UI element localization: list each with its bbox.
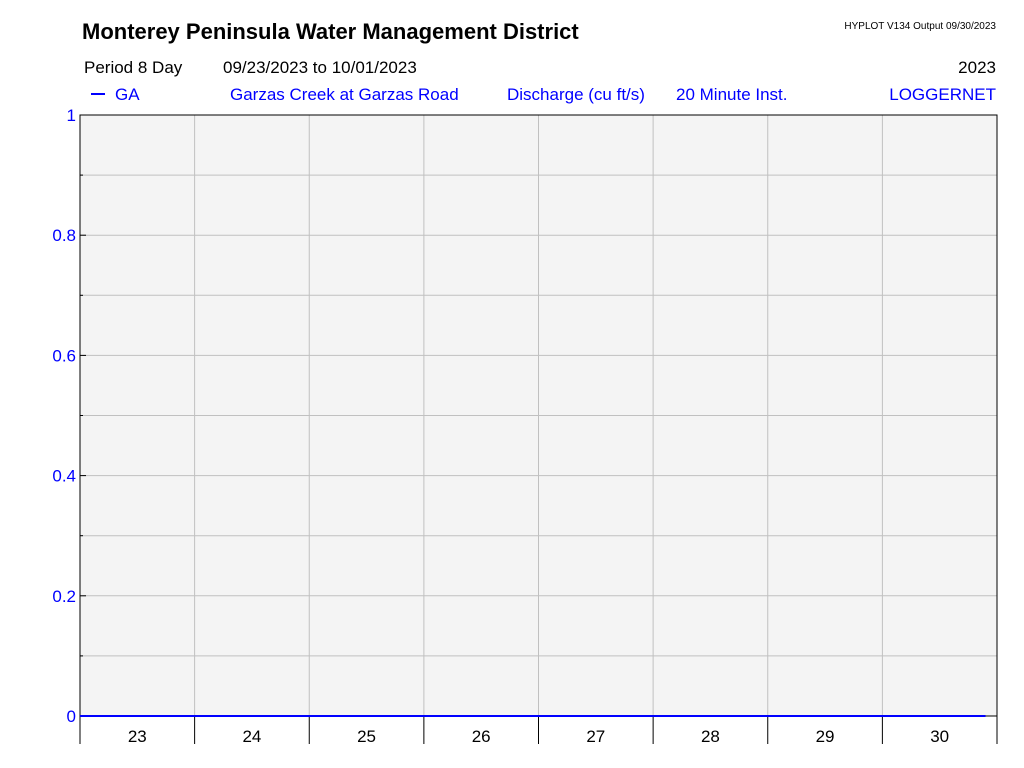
legend-series-line [91, 93, 105, 95]
x-tick-label: 30 [930, 727, 949, 746]
y-tick-label: 1 [67, 106, 76, 125]
x-tick-label: 27 [586, 727, 605, 746]
y-tick-label: 0.2 [52, 587, 76, 606]
x-tick-label: 25 [357, 727, 376, 746]
x-tick-label: 26 [472, 727, 491, 746]
x-tick-label: 29 [816, 727, 835, 746]
year-label: 2023 [958, 58, 996, 77]
variable-label: Discharge (cu ft/s) [507, 85, 645, 104]
y-tick-label: 0.8 [52, 226, 76, 245]
y-tick-label: 0 [67, 707, 76, 726]
x-tick-label: 23 [128, 727, 147, 746]
x-tick-label: 28 [701, 727, 720, 746]
legend-site-code: GA [115, 85, 140, 104]
chart-title: Monterey Peninsula Water Management Dist… [82, 19, 579, 44]
x-tick-label: 24 [242, 727, 261, 746]
program-version-label: HYPLOT V134 Output 09/30/2023 [844, 21, 996, 32]
interval-label: 20 Minute Inst. [676, 85, 788, 104]
data-source-label: LOGGERNET [889, 85, 996, 104]
y-tick-label: 0.6 [52, 346, 76, 365]
period-label: Period 8 Day [84, 58, 183, 77]
site-name-label: Garzas Creek at Garzas Road [230, 85, 459, 104]
date-range-label: 09/23/2023 to 10/01/2023 [223, 58, 417, 77]
y-tick-label: 0.4 [52, 467, 76, 486]
